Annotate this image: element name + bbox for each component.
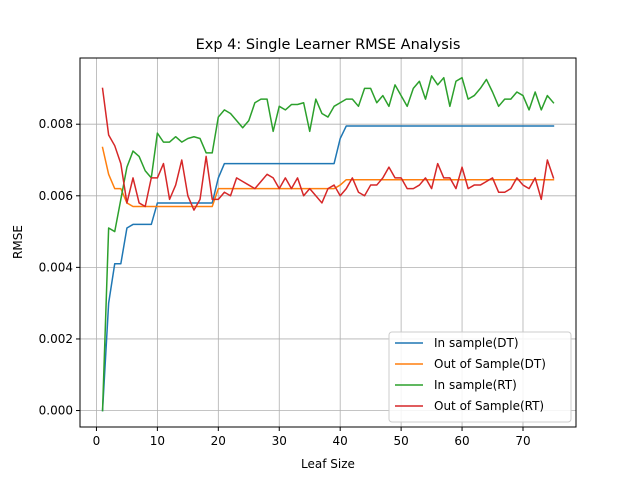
x-tick-label: 50 [393, 434, 408, 448]
legend-label: In sample(RT) [434, 378, 517, 392]
x-tick-label: 60 [454, 434, 469, 448]
y-tick-label: 0.006 [39, 189, 73, 203]
x-tick-label: 70 [515, 434, 530, 448]
x-axis-title: Leaf Size [301, 457, 355, 471]
x-tick-label: 10 [150, 434, 165, 448]
y-axis-ticks: 0.000 0.002 0.004 0.006 0.008 [39, 117, 80, 418]
chart-title: Exp 4: Single Learner RMSE Analysis [196, 37, 461, 53]
y-axis-title: RMSE [11, 225, 25, 259]
series-line-3 [101, 75, 555, 412]
legend: In sample(DT) Out of Sample(DT) In sample(… [388, 331, 572, 423]
y-tick-label: 0.002 [39, 332, 73, 346]
legend-label: Out of Sample(DT) [434, 357, 546, 371]
legend-label: Out of Sample(RT) [434, 399, 544, 413]
legend-box [388, 331, 572, 423]
plot-frame [79, 57, 577, 428]
y-tick-label: 0.000 [39, 404, 73, 418]
series-lines [101, 75, 555, 412]
series-line-1 [101, 125, 555, 412]
x-axis-ticks: 0 10 20 30 40 50 60 70 [93, 427, 531, 448]
x-tick-label: 30 [272, 434, 287, 448]
y-tick-label: 0.004 [39, 260, 73, 274]
y-tick-label: 0.008 [39, 117, 73, 131]
legend-label: In sample(DT) [434, 336, 519, 350]
x-tick-label: 20 [211, 434, 226, 448]
x-tick-label: 0 [93, 434, 101, 448]
x-tick-label: 40 [333, 434, 348, 448]
series-line-4 [101, 87, 555, 211]
